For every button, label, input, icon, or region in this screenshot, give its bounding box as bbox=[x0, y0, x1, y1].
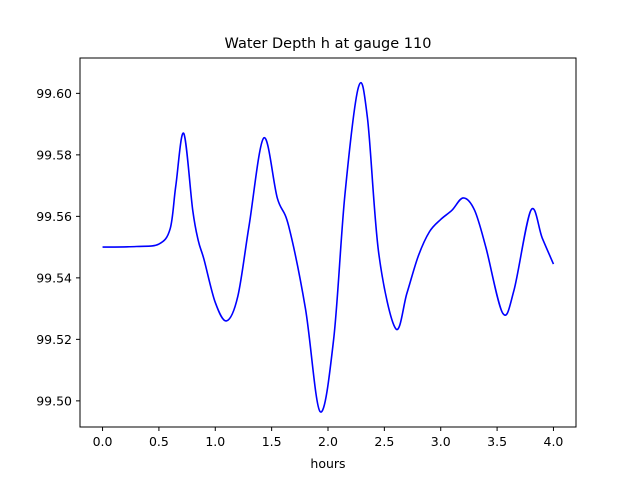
y-tick-label: 99.50 bbox=[36, 393, 72, 408]
y-tick-label: 99.58 bbox=[36, 147, 72, 162]
x-tick-label: 1.0 bbox=[205, 434, 225, 449]
x-axis-label: hours bbox=[310, 456, 345, 471]
x-tick-label: 2.5 bbox=[374, 434, 394, 449]
x-tick-label: 0.0 bbox=[93, 434, 113, 449]
x-tick-label: 3.5 bbox=[487, 434, 507, 449]
x-tick-label: 3.0 bbox=[431, 434, 451, 449]
x-tick-label: 0.5 bbox=[149, 434, 169, 449]
series-line bbox=[102, 81, 555, 413]
plot-frame bbox=[79, 57, 577, 428]
x-tick-label: 1.5 bbox=[262, 434, 282, 449]
y-tick-label: 99.52 bbox=[36, 332, 72, 347]
chart-title: Water Depth h at gauge 110 bbox=[225, 36, 432, 52]
y-tick-label: 99.54 bbox=[36, 270, 72, 285]
y-tick-label: 99.56 bbox=[36, 209, 72, 224]
x-tick-label: 2.0 bbox=[318, 434, 338, 449]
y-tick-label: 99.60 bbox=[36, 86, 72, 101]
x-tick-label: 4.0 bbox=[544, 434, 564, 449]
x-axis-ticks: 0.0 0.5 1.0 1.5 2.0 2.5 3.0 3.5 4.0 bbox=[93, 427, 564, 449]
y-axis-ticks: 99.50 99.52 99.54 99.56 99.58 99.60 bbox=[36, 86, 80, 408]
